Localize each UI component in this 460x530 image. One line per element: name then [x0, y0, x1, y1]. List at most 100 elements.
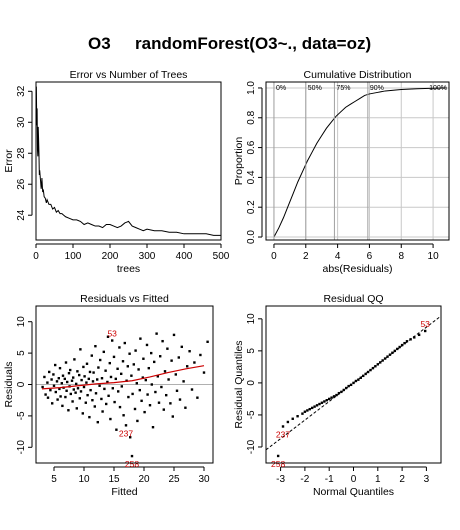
- data-point: [89, 371, 91, 373]
- data-point: [122, 414, 124, 416]
- data-point: [66, 381, 68, 383]
- data-point: [117, 390, 119, 392]
- data-point: [188, 350, 190, 352]
- data-point: [44, 393, 46, 395]
- data-point: [59, 367, 61, 369]
- data-point: [55, 391, 57, 393]
- data-point: [61, 405, 63, 407]
- y-tick-label: -5: [16, 411, 27, 420]
- data-point: [105, 403, 107, 405]
- data-point: [377, 363, 379, 365]
- data-point: [70, 393, 72, 395]
- quantile-marker-label: 50%: [308, 85, 322, 92]
- data-point: [381, 359, 383, 361]
- data-point: [116, 368, 118, 370]
- data-point: [154, 391, 156, 393]
- data-point: [115, 378, 117, 380]
- chart-title: Residuals vs Fitted: [80, 293, 169, 305]
- data-point: [74, 391, 76, 393]
- data-point: [111, 339, 113, 341]
- chart-panel-3: Residuals vs Fitted5 10 15 20 25 30Fitted-10-…: [3, 293, 213, 498]
- y-tick-label: 1.0: [246, 81, 257, 95]
- data-point: [119, 406, 121, 408]
- data-point: [196, 396, 198, 398]
- data-point: [357, 378, 359, 380]
- y-tick-label: 28: [16, 147, 27, 159]
- data-point: [165, 394, 167, 396]
- data-point: [133, 363, 135, 365]
- plot-data: [274, 88, 446, 237]
- plot-data: [36, 87, 221, 236]
- data-point: [94, 345, 96, 347]
- data-point: [139, 337, 141, 339]
- data-point: [145, 379, 147, 381]
- data-point: [76, 407, 78, 409]
- data-point: [160, 386, 162, 388]
- data-point: [122, 360, 124, 362]
- data-point: [338, 392, 340, 394]
- data-point: [46, 381, 48, 383]
- data-point: [51, 402, 53, 404]
- y-tick-label: 32: [16, 85, 27, 97]
- chart-title: Residual QQ: [323, 293, 383, 305]
- x-tick-label: 0: [351, 474, 357, 485]
- series-line: [274, 88, 446, 237]
- data-point: [103, 351, 105, 353]
- data-point: [164, 370, 166, 372]
- data-point: [384, 357, 386, 359]
- data-point: [71, 400, 73, 402]
- y-tick-label: 10: [246, 313, 257, 325]
- data-point: [80, 379, 82, 381]
- data-point: [43, 376, 45, 378]
- data-point: [398, 346, 400, 348]
- data-point: [406, 340, 408, 342]
- data-point: [72, 376, 74, 378]
- data-point: [56, 380, 58, 382]
- data-point: [76, 370, 78, 372]
- data-point: [389, 354, 391, 356]
- x-tick-label: 10: [428, 251, 440, 262]
- data-point: [178, 356, 180, 358]
- data-point: [49, 389, 51, 391]
- data-point: [101, 377, 103, 379]
- data-point: [121, 385, 123, 387]
- data-point: [364, 373, 366, 375]
- data-point: [206, 341, 208, 343]
- data-point: [362, 375, 364, 377]
- data-point: [403, 342, 405, 344]
- data-point: [103, 388, 105, 390]
- y-tick-label: -10: [16, 440, 27, 455]
- plot-data: [277, 330, 426, 457]
- data-point: [396, 348, 398, 350]
- data-point: [296, 415, 298, 417]
- data-point: [203, 371, 205, 373]
- outlier-label: 53: [420, 319, 430, 329]
- outlier-label: 53: [107, 329, 117, 339]
- data-point: [140, 400, 142, 402]
- data-point: [313, 405, 315, 407]
- data-point: [86, 394, 88, 396]
- data-point: [316, 404, 318, 406]
- data-point: [350, 384, 352, 386]
- x-tick-label: 300: [139, 251, 156, 262]
- data-point: [151, 383, 153, 385]
- y-tick-label: 0.4: [246, 170, 257, 184]
- data-point: [143, 411, 145, 413]
- data-point: [68, 372, 70, 374]
- data-point: [301, 412, 303, 414]
- data-point: [56, 398, 58, 400]
- data-point: [67, 409, 69, 411]
- data-point: [367, 371, 369, 373]
- data-point: [175, 373, 177, 375]
- data-point: [88, 416, 90, 418]
- data-point: [136, 382, 138, 384]
- data-point: [94, 405, 96, 407]
- data-point: [149, 404, 151, 406]
- outlier-label: 237: [119, 428, 133, 438]
- data-point: [292, 418, 294, 420]
- data-point: [120, 373, 122, 375]
- y-tick-label: -5: [246, 410, 257, 419]
- data-point: [112, 387, 114, 389]
- plot-frame: [266, 306, 441, 463]
- data-point: [191, 388, 193, 390]
